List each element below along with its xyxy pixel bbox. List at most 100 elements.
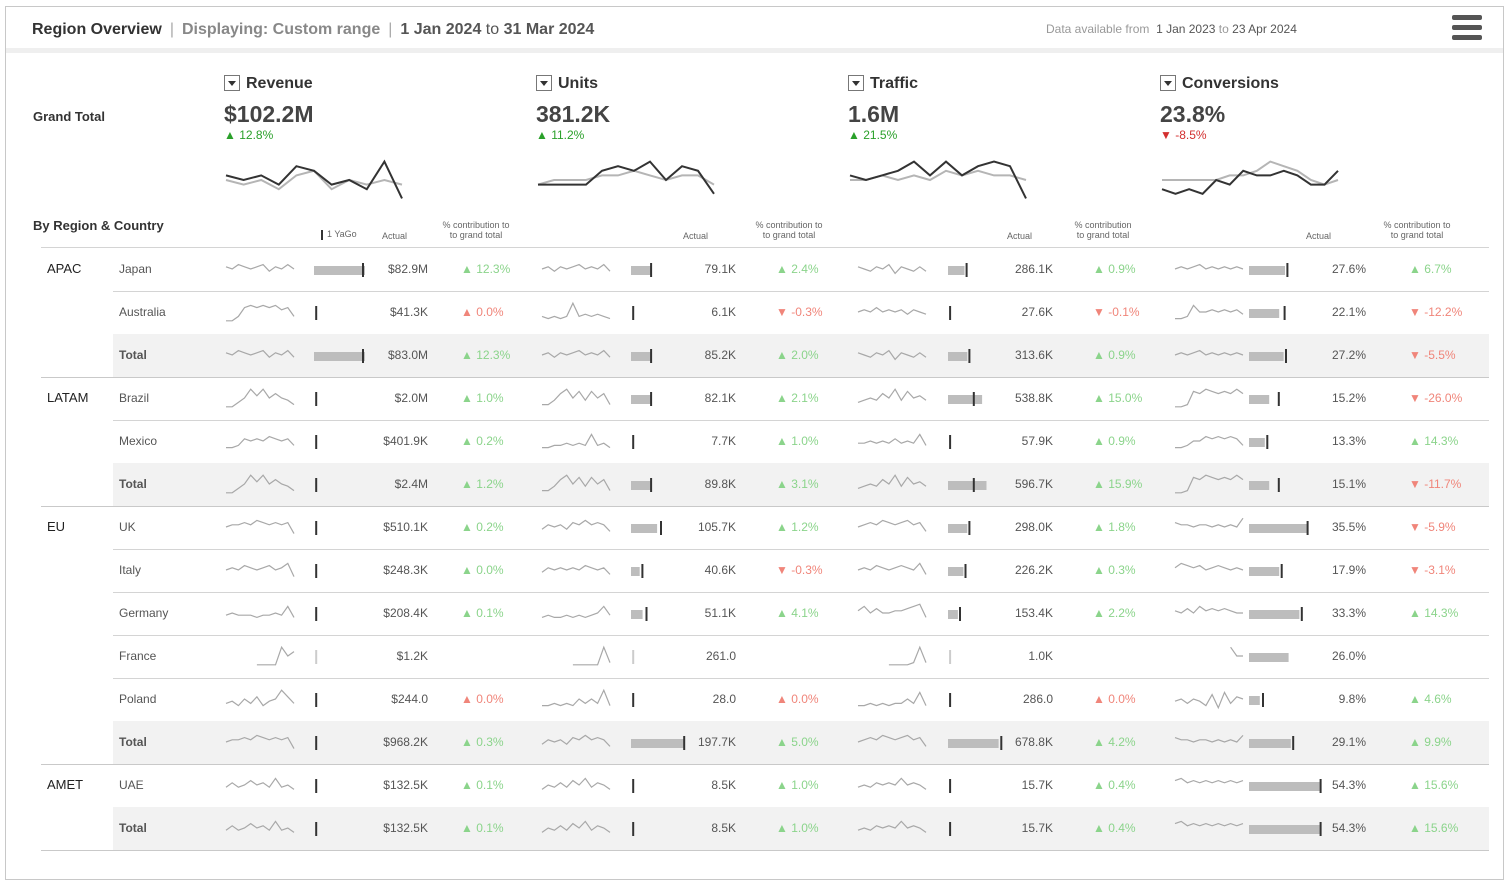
actual-value: 226.2K <box>1014 563 1053 577</box>
sparkline-path <box>1230 646 1243 657</box>
triangle-up-icon: ▲ <box>461 348 477 362</box>
contribution-header-line1: % contribution to <box>755 220 823 230</box>
yago-tick <box>1277 478 1280 492</box>
delta-text: 4.6% <box>1424 692 1452 706</box>
row-sparkline <box>857 562 927 575</box>
actual-value: 29.1% <box>1331 735 1366 749</box>
contribution-bar <box>632 650 635 664</box>
availability-to: 23 Apr 2024 <box>1232 22 1297 36</box>
total-row: Total $968.2K ▲ 0.3% 197.7K ▲ 5.0% 678.8K ▲ 4.… <box>113 721 1489 764</box>
triangle-up-icon: ▲ <box>776 262 792 276</box>
bar-fill <box>1249 610 1300 619</box>
actual-value: 54.3% <box>1331 778 1366 792</box>
delta-text: 15.6% <box>1424 778 1459 792</box>
triangle-down-icon: ▼ <box>1409 477 1425 491</box>
delta-value: ▲ 5.0% <box>776 735 819 749</box>
dropdown-chevron-icon[interactable] <box>536 75 552 91</box>
yago-tick <box>1262 693 1264 707</box>
yago-tick <box>632 435 635 449</box>
sparkline-path <box>541 349 611 358</box>
delta-value: ▼ -3.1% <box>1409 563 1456 577</box>
contribution-bar <box>315 564 318 578</box>
delta-text: 3.1% <box>791 477 819 491</box>
kpi-value: $102.2M <box>224 101 314 127</box>
dropdown-chevron-icon[interactable] <box>848 75 864 91</box>
row-sparkline <box>226 435 295 449</box>
triangle-up-icon: ▲ <box>776 520 792 534</box>
country-label: Mexico <box>119 434 158 448</box>
triangle-up-icon: ▲ <box>1409 735 1425 749</box>
column-header-actual: Actual <box>1306 231 1332 241</box>
triangle-up-icon: ▲ <box>461 434 477 448</box>
table-row: France $1.2K 261.0 1.0K 26.0% <box>41 635 1489 678</box>
contribution-bar <box>1249 392 1280 406</box>
row-divider <box>113 420 1489 421</box>
delta-text: 0.0% <box>1108 692 1136 706</box>
yago-tick <box>1319 779 1322 793</box>
row-sparkline <box>1174 562 1244 571</box>
triangle-up-icon: ▲ <box>461 821 477 835</box>
table-row: Australia $41.3K ▲ 0.0% 6.1K ▼ -0.3% 27.6K ▼ -… <box>41 291 1489 334</box>
yago-tick <box>632 779 635 793</box>
actual-value: 33.3% <box>1331 606 1366 620</box>
sparkline-path <box>1174 517 1244 528</box>
delta-text: 14.3% <box>1424 434 1459 448</box>
section-label: By Region & Country <box>33 218 164 233</box>
delta-text: 0.0% <box>476 563 504 577</box>
row-sparkline <box>857 603 927 618</box>
dropdown-chevron-icon[interactable] <box>1160 75 1176 91</box>
delta-value: ▲ 12.3% <box>461 348 510 362</box>
sparkline-path <box>858 433 927 446</box>
triangle-up-icon: ▲ <box>1409 692 1425 706</box>
actual-value: 51.1K <box>704 606 736 620</box>
column-header-contribution: % contribution to to grand total <box>436 220 516 240</box>
triangle-up-icon: ▲ <box>1093 434 1109 448</box>
delta-text: 1.0% <box>791 434 819 448</box>
bar-fill <box>1249 266 1285 275</box>
header-separator: | <box>169 21 174 38</box>
delta-value: ▲ 0.9% <box>1093 262 1136 276</box>
row-sparkline <box>1175 474 1244 494</box>
triangle-up-icon: ▲ <box>1093 606 1109 620</box>
row-sparkline <box>541 301 611 320</box>
country-label: Poland <box>119 692 157 706</box>
row-sparkline <box>1174 349 1244 356</box>
hamburger-icon[interactable] <box>1452 15 1482 43</box>
legend-label: 1 YaGo <box>327 229 357 239</box>
kpi-sparkline <box>1161 160 1339 195</box>
delta-value: ▲ 0.9% <box>1093 434 1136 448</box>
bar-fill <box>948 266 965 275</box>
delta-value: ▲ 1.2% <box>461 477 504 491</box>
delta-text: 0.4% <box>1108 778 1136 792</box>
yago-tick <box>315 392 318 406</box>
row-sparkline <box>541 734 611 747</box>
actual-value: 57.9K <box>1021 434 1053 448</box>
contribution-bar <box>948 349 971 363</box>
row-sparkline <box>226 304 295 322</box>
delta-text: 15.6% <box>1424 821 1459 835</box>
delta-value: ▲ 12.3% <box>461 262 510 276</box>
yago-tick <box>315 779 318 793</box>
displaying-range-label[interactable]: Displaying: Custom range <box>181 21 381 38</box>
actual-value: 79.1K <box>704 262 736 276</box>
contribution-bar <box>315 478 318 492</box>
row-divider <box>113 291 1489 292</box>
sparkline-current <box>225 159 403 199</box>
actual-value: 40.6K <box>704 563 736 577</box>
table-row: Italy $248.3K ▲ 0.0% 40.6K ▼ -0.3% 226.2K ▲ 0.… <box>41 549 1489 592</box>
contribution-bar <box>314 263 365 277</box>
delta-text: 0.0% <box>476 692 504 706</box>
yago-tick <box>949 779 952 793</box>
row-sparkline <box>1175 304 1244 320</box>
delta-text: 1.0% <box>791 821 819 835</box>
triangle-up-icon: ▲ <box>536 128 552 142</box>
delta-value: ▼ -12.2% <box>1409 305 1462 319</box>
row-sparkline <box>541 777 611 790</box>
delta-value: ▲ 0.2% <box>461 520 504 534</box>
contribution-bar <box>1249 349 1287 363</box>
triangle-up-icon: ▲ <box>461 563 477 577</box>
sparkline-path <box>541 301 611 320</box>
triangle-down-icon: ▼ <box>776 563 792 577</box>
row-sparkline <box>225 349 295 358</box>
dropdown-chevron-icon[interactable] <box>224 75 240 91</box>
